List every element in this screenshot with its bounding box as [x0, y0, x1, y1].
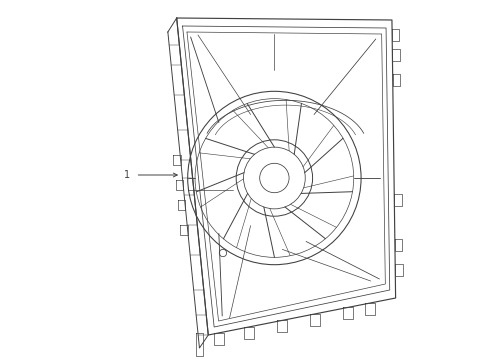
- Text: 1: 1: [123, 170, 130, 180]
